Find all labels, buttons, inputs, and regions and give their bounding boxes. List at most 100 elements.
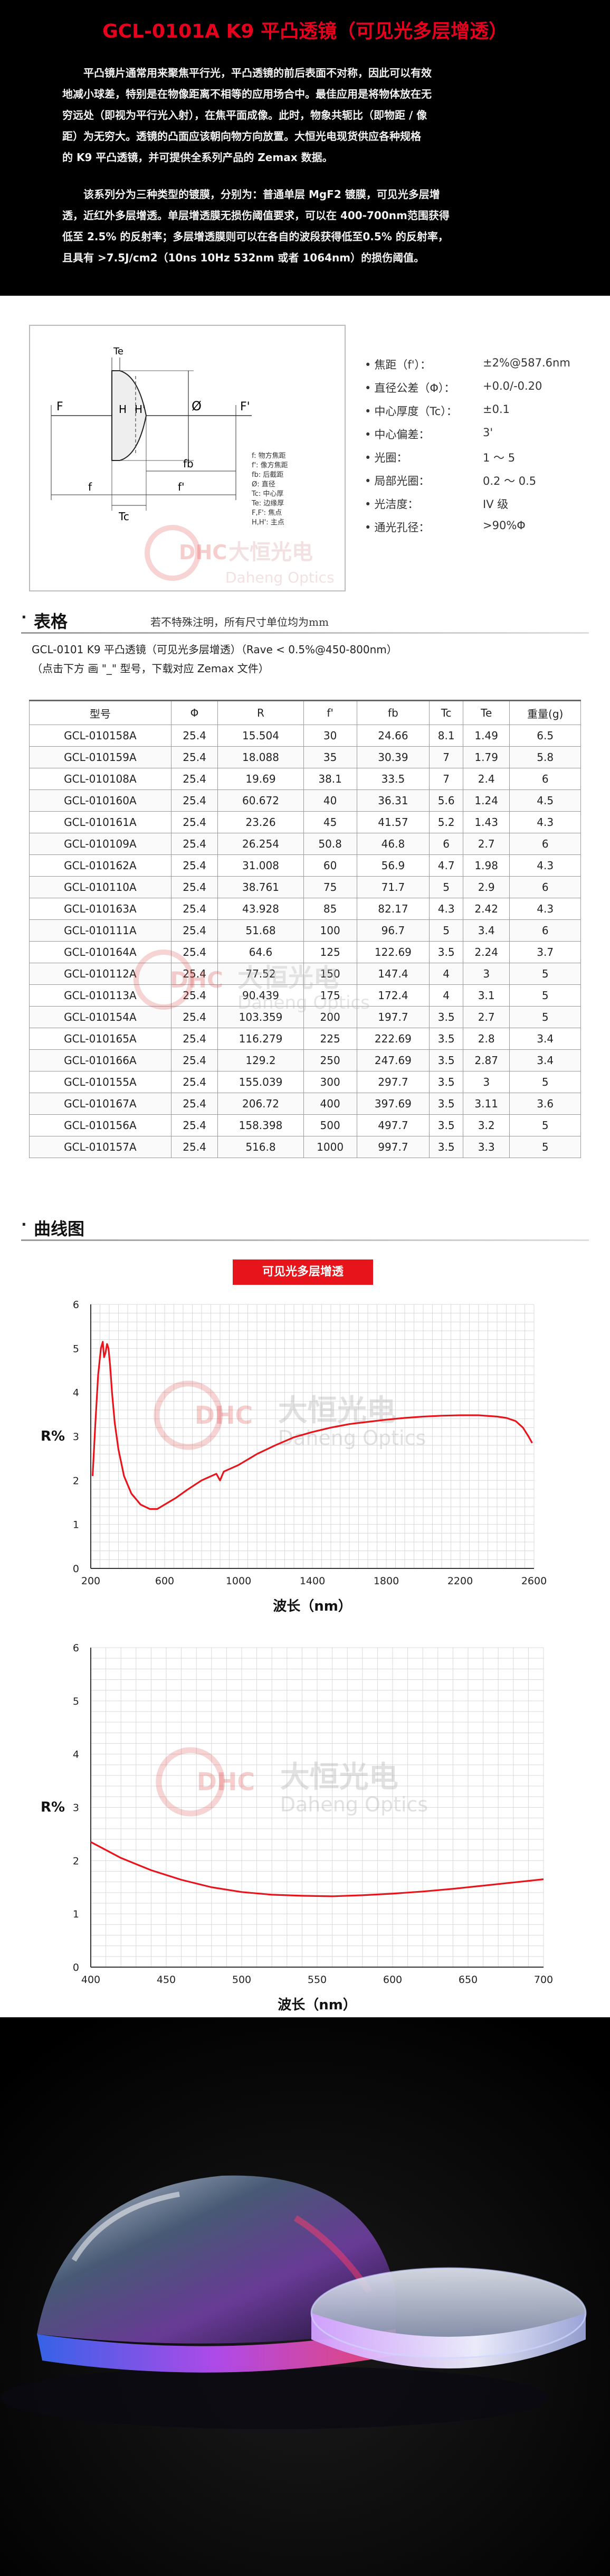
lens-diagram-svg: DHC 大恒光电 Daheng Optics Te F H H' Ø <box>51 346 335 586</box>
col-header: Tc <box>429 700 463 725</box>
intro-line: 的 K9 平凸透镜，并可提供全系列产品的 Zemax 数据。 <box>62 151 333 164</box>
table-cell: 6 <box>509 833 581 855</box>
table-cell: 60 <box>303 854 357 877</box>
watermark-ring <box>154 1380 223 1450</box>
watermark-cn: 大恒光电 <box>228 540 313 565</box>
table-cell: 25.4 <box>170 854 218 877</box>
section-divider <box>21 632 589 634</box>
table-row: GCL-010108A 25.4 19.69 38.1 33.5 7 2.4 6 <box>29 768 581 790</box>
x-tick-label: 2600 <box>521 1575 547 1587</box>
watermark-dhc: DHC <box>195 1401 253 1430</box>
watermark-en: Daheng Optics <box>280 1793 428 1816</box>
spec-row: 通光孔径： >90%Φ <box>365 519 586 542</box>
x-tick-label: 700 <box>534 1974 553 1986</box>
spec-row: 光圈： 1 ～ 5 <box>365 449 586 473</box>
table-cell: 3.4 <box>509 1049 581 1071</box>
plano-convex-lens <box>37 2175 396 2373</box>
spec-row: 局部光圈： 0.2 ～ 0.5 <box>365 473 586 496</box>
model-number-cell[interactable]: GCL-010163A <box>29 898 171 920</box>
table-cell: 24.66 <box>356 725 430 747</box>
table-row: GCL-010165A 25.4 116.279 225 222.69 3.5 2.8 3.4 <box>29 1028 581 1050</box>
table-cell: 4.7 <box>429 854 463 877</box>
legend-item: Te: 边缘厚 <box>251 500 284 507</box>
label-f: f <box>88 481 92 493</box>
model-number-cell[interactable]: GCL-010165A <box>29 1028 171 1050</box>
table-cell: 41.57 <box>356 811 430 833</box>
table-cell: 30 <box>303 725 357 747</box>
table-cell: 4.3 <box>429 898 463 920</box>
y-tick-label: 0 <box>73 1563 79 1575</box>
model-number-cell[interactable]: GCL-010109A <box>29 833 171 855</box>
table-cell: 3.3 <box>462 1136 510 1158</box>
table-cell: 6.5 <box>509 725 581 747</box>
table-cell: 75 <box>303 876 357 898</box>
x-tick-label: 1400 <box>300 1575 325 1587</box>
spec-label: 光圈： <box>365 449 407 465</box>
model-number-cell[interactable]: GCL-010111A <box>29 919 171 942</box>
model-number-cell[interactable]: GCL-010159A <box>29 746 171 768</box>
y-axis-label: R% <box>41 1428 65 1444</box>
model-number-cell[interactable]: GCL-010162A <box>29 854 171 877</box>
spec-label: 通光孔径： <box>365 519 430 535</box>
x-tick-label: 450 <box>157 1974 176 1986</box>
table-cell: 25.4 <box>170 746 218 768</box>
model-number-cell[interactable]: GCL-010161A <box>29 811 171 833</box>
spec-row: 焦距（f'）： ±2%@587.6nm <box>365 356 586 380</box>
table-cell: 1.98 <box>462 854 510 877</box>
section-header-table: · 表格 若不特殊注明，所有尺寸单位均为mm <box>0 602 610 634</box>
table-cell: 1.24 <box>462 789 510 812</box>
table-cell: 225 <box>303 1028 357 1050</box>
table-cell: 2.7 <box>462 833 510 855</box>
label-f-prime-point: F' <box>240 400 250 413</box>
table-cell: 36.31 <box>356 789 430 812</box>
model-number-cell[interactable]: GCL-010167A <box>29 1093 171 1115</box>
model-number-cell[interactable]: GCL-010110A <box>29 876 171 898</box>
legend-item: f: 物方焦距 <box>252 452 286 460</box>
table-cell: 1.43 <box>462 811 510 833</box>
spec-label: 焦距（f'）： <box>365 356 431 372</box>
spec-value: IV 级 <box>483 498 509 511</box>
y-tick-label: 6 <box>73 1642 79 1654</box>
watermark-cn: 大恒光电 <box>280 1760 398 1794</box>
table-cell: 129.2 <box>217 1049 304 1071</box>
x-tick-label: 400 <box>81 1974 100 1986</box>
spec-list: 焦距（f'）： ±2%@587.6nm 直径公差（Φ）： +0.0/-0.20 中心… <box>365 356 586 542</box>
table-cell: 8.1 <box>429 725 463 747</box>
label-f-prime: f' <box>178 481 185 493</box>
model-number-cell[interactable]: GCL-010155A <box>29 1071 171 1093</box>
table-cell: 122.69 <box>356 941 430 963</box>
spec-row: 直径公差（Φ）： +0.0/-0.20 <box>365 380 586 403</box>
model-number-cell[interactable]: GCL-010158A <box>29 725 171 747</box>
table-cell: 2.42 <box>462 898 510 920</box>
model-number-cell[interactable]: GCL-010166A <box>29 1049 171 1071</box>
x-tick-label: 600 <box>383 1974 402 1986</box>
lens-shape <box>111 370 147 461</box>
model-number-cell[interactable]: GCL-010157A <box>29 1136 171 1158</box>
spec-row: 中心偏差： 3' <box>365 426 586 449</box>
table-intro: GCL-0101 K9 平凸透镜（可见光多层增透）（Rave < 0.5%@45… <box>32 640 397 678</box>
table-cell: 4.5 <box>509 789 581 812</box>
x-axis-label: 波长（nm） <box>273 1599 352 1614</box>
page-title: GCL-0101A K9 平凸透镜（可见光多层增透） <box>102 21 508 42</box>
table-cell: 100 <box>303 919 357 942</box>
x-tick-label: 1800 <box>374 1575 399 1587</box>
model-number-cell[interactable]: GCL-010156A <box>29 1114 171 1136</box>
table-cell: 3.5 <box>429 1049 463 1071</box>
model-number-cell[interactable]: GCL-010164A <box>29 941 171 963</box>
model-number-cell[interactable]: GCL-010160A <box>29 789 171 812</box>
spec-value: +0.0/-0.20 <box>483 380 542 392</box>
table-cell: 25.4 <box>170 811 218 833</box>
table-cell: 25.4 <box>170 1006 218 1028</box>
intro-header: GCL-0101A K9 平凸透镜（可见光多层增透） 平凸镜片通常用来聚焦平行光… <box>0 0 610 296</box>
x-tick-label: 650 <box>459 1974 478 1986</box>
intro-paragraph-2: 该系列分为三种类型的镀膜，分别为：普通单层 MgF2 镀膜，可见光多层增 透，近… <box>62 184 548 268</box>
product-photo <box>0 2017 610 2576</box>
legend-item: F,F': 焦点 <box>252 509 282 517</box>
model-number-cell[interactable]: GCL-010112A <box>29 963 171 985</box>
intro-line: 平凸镜片通常用来聚焦平行光，平凸透镜的前后表面不对称，因此可以有效 <box>83 67 432 79</box>
spec-row: 光洁度： IV 级 <box>365 496 586 519</box>
table-cell: 64.6 <box>217 941 304 963</box>
model-number-cell[interactable]: GCL-010108A <box>29 768 171 790</box>
watermark-dhc: DHC <box>179 541 227 564</box>
intro-line: 地减小球差，特别是在物像距离不相等的应用场合中。最佳应用是将物体放在无 <box>62 88 432 100</box>
